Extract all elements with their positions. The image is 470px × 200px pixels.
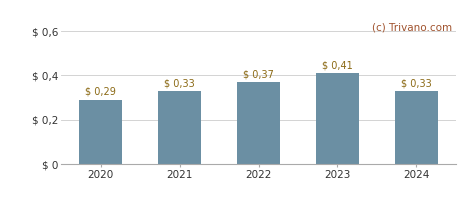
Bar [316, 73, 359, 164]
Bar [79, 100, 122, 164]
Text: $ 0,37: $ 0,37 [243, 69, 274, 79]
Text: $ 0,33: $ 0,33 [401, 78, 431, 88]
Bar [158, 91, 201, 164]
Text: $ 0,41: $ 0,41 [322, 60, 353, 70]
Text: (c) Trivano.com: (c) Trivano.com [372, 23, 452, 33]
Bar [395, 91, 438, 164]
Text: $ 0,33: $ 0,33 [164, 78, 195, 88]
Text: $ 0,29: $ 0,29 [85, 87, 116, 97]
Bar [237, 82, 280, 164]
